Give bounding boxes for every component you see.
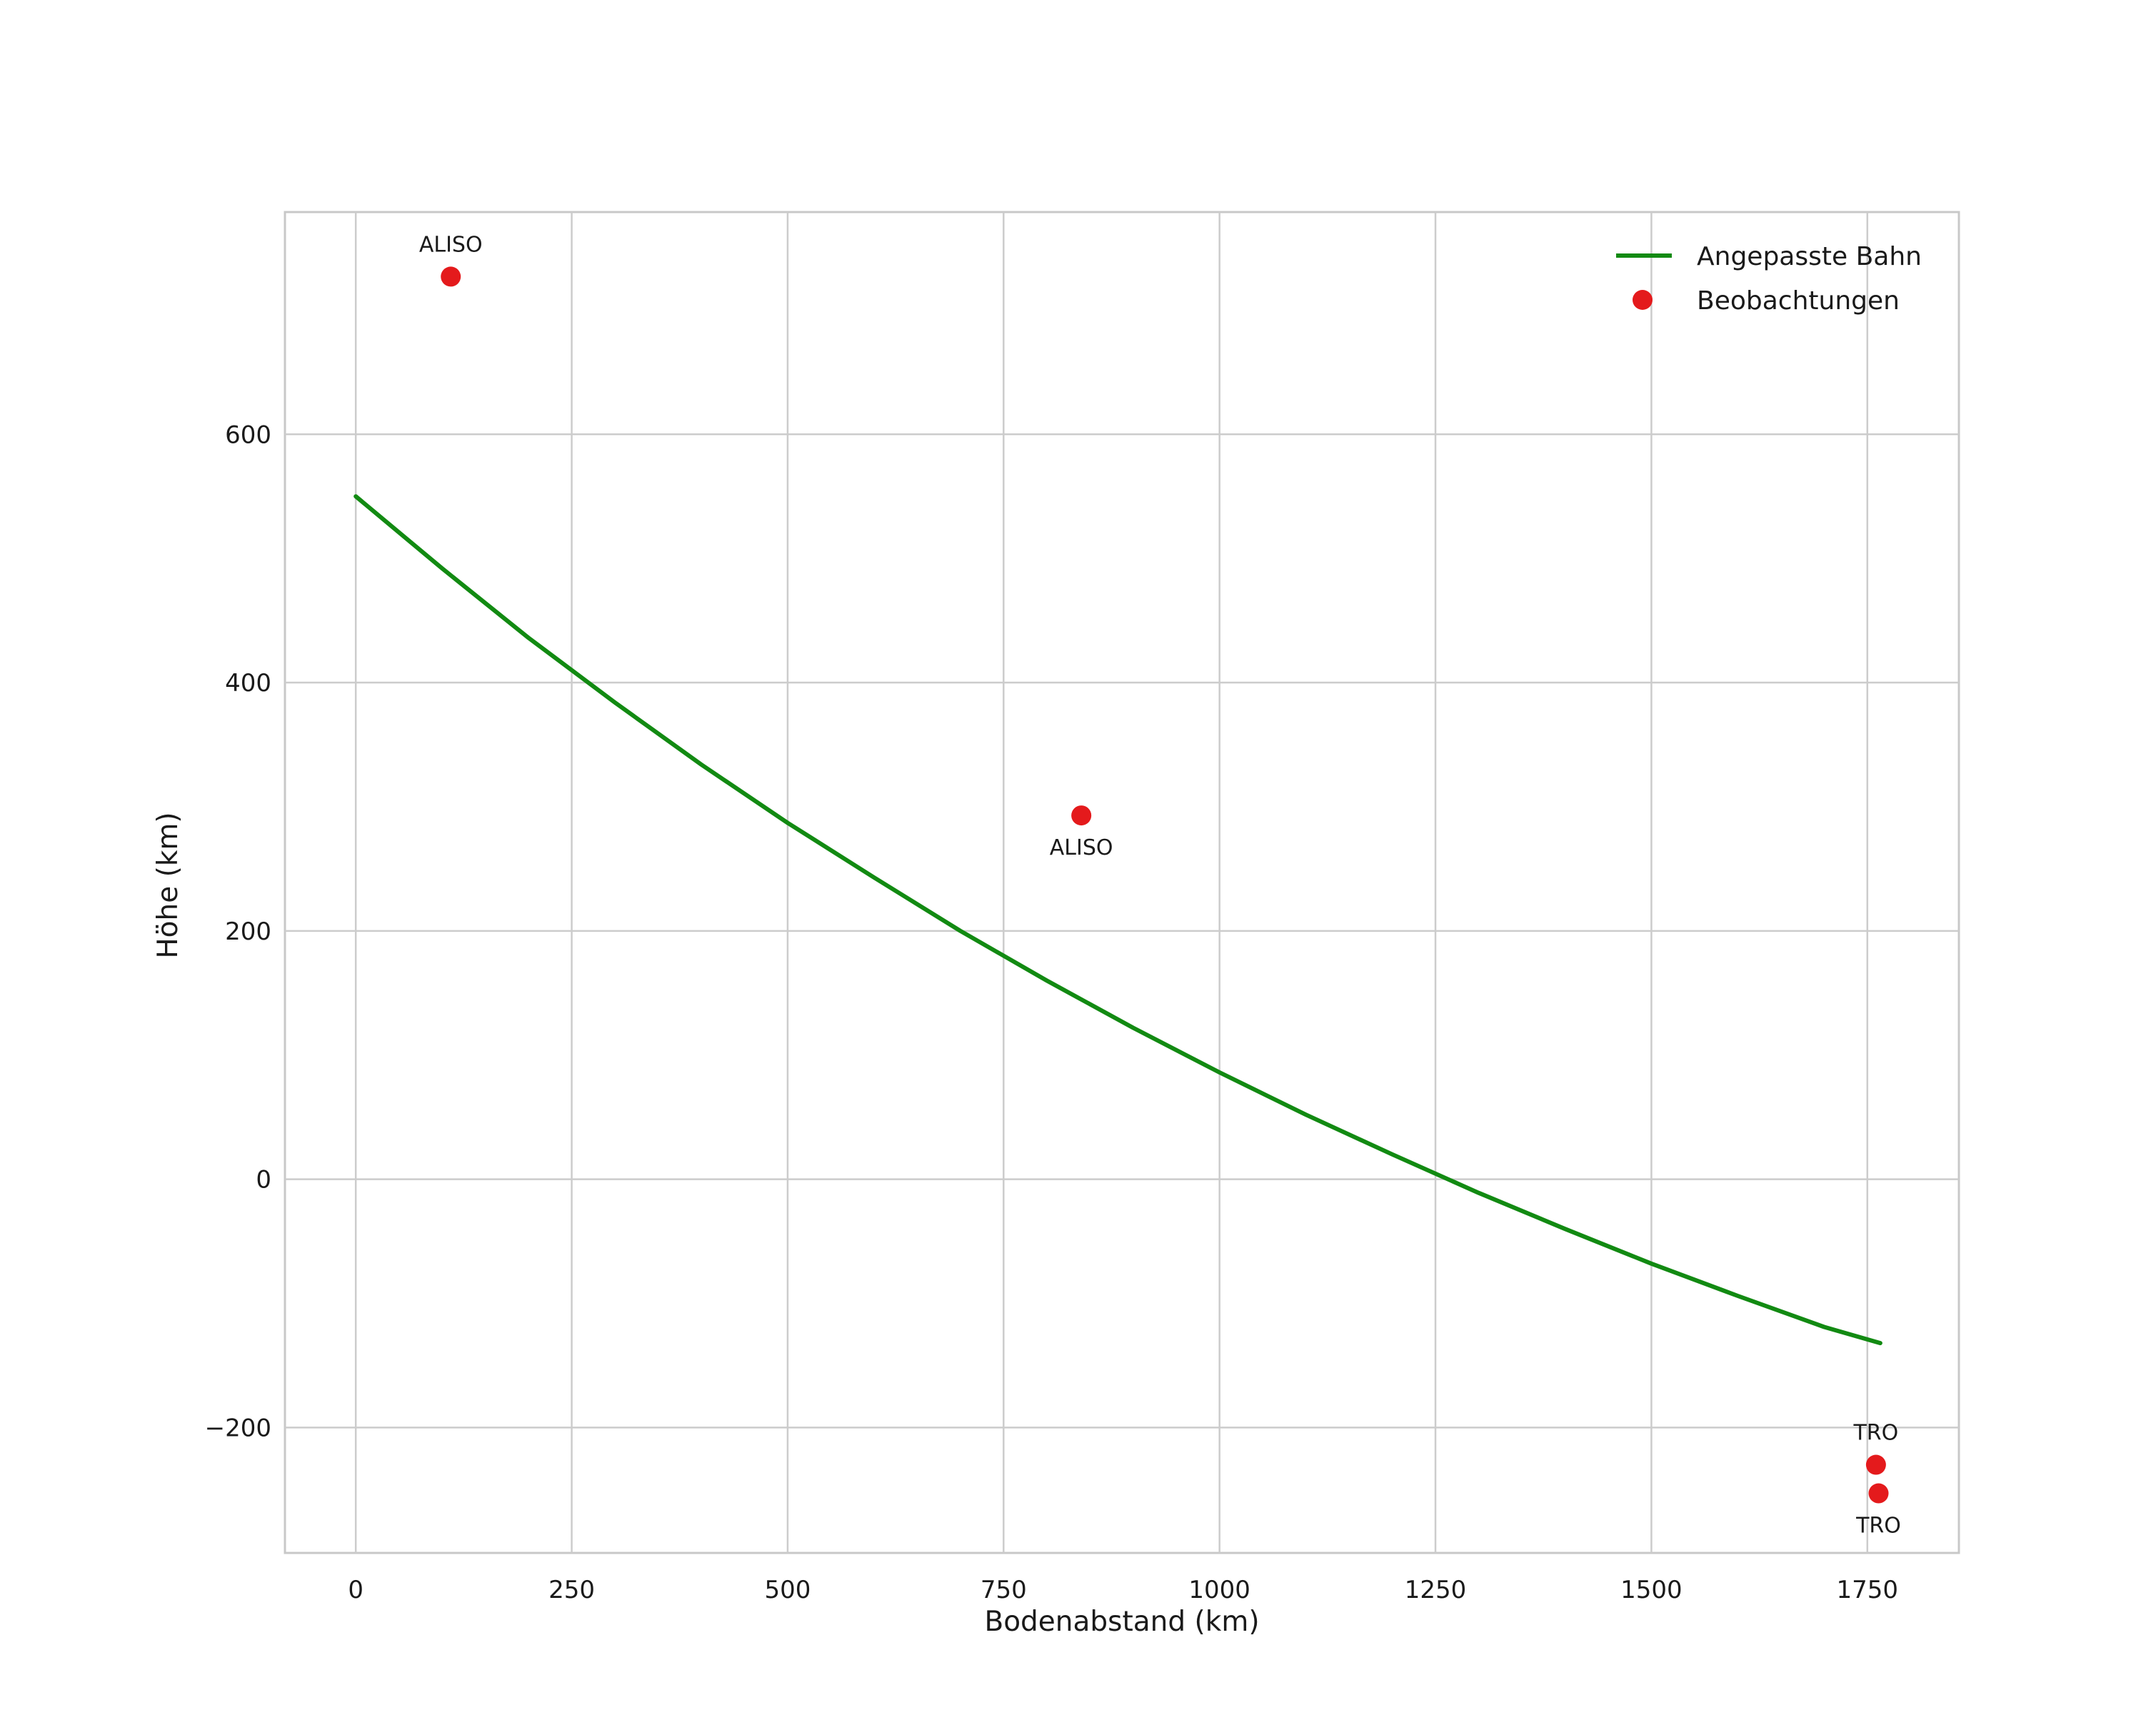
observation-marker xyxy=(1865,1454,1886,1475)
legend: Angepasste Bahn Beobachtungen xyxy=(1616,242,1922,316)
observation-points: ALISO ALISO TRO TRO xyxy=(419,232,1901,1538)
x-tick-label: 1500 xyxy=(1620,1576,1683,1604)
x-tick-label: 1000 xyxy=(1188,1576,1250,1604)
x-tick-label: 750 xyxy=(981,1576,1027,1604)
y-tick-label: −200 xyxy=(205,1414,271,1442)
legend-marker-sample xyxy=(1633,290,1653,310)
y-tick-label: 400 xyxy=(225,669,271,698)
observation-label: ALISO xyxy=(419,232,483,257)
observation-marker xyxy=(441,266,461,287)
fitted-orbit-line xyxy=(354,494,1882,1346)
x-axis-label: Bodenabstand (km) xyxy=(984,1606,1259,1638)
observation-marker xyxy=(1868,1483,1889,1504)
gridlines xyxy=(285,212,1959,1553)
plot-area xyxy=(284,211,1960,1554)
y-tick-label: 600 xyxy=(225,421,271,449)
observation-label: TRO xyxy=(1852,1421,1898,1446)
observation-label: TRO xyxy=(1855,1514,1901,1539)
x-tick-label: 500 xyxy=(764,1576,811,1604)
x-tick-label: 1750 xyxy=(1837,1576,1899,1604)
legend-label-fitted-orbit: Angepasste Bahn xyxy=(1697,242,1922,271)
y-tick-label: 200 xyxy=(225,917,271,946)
legend-label-observations: Beobachtungen xyxy=(1697,286,1900,316)
observation-label: ALISO xyxy=(1050,835,1113,860)
y-tick-label: 0 xyxy=(256,1166,271,1195)
x-tick-label: 1250 xyxy=(1405,1576,1467,1604)
observation-marker xyxy=(1071,805,1092,826)
tick-labels: 0 250 500 750 1000 1250 1500 1750 −200 0 200 400 600 xyxy=(205,421,1898,1604)
x-tick-label: 0 xyxy=(348,1576,363,1604)
y-axis-label: Höhe (km) xyxy=(152,812,184,958)
fitted-orbit-path xyxy=(354,494,1882,1346)
x-tick-label: 250 xyxy=(548,1576,595,1604)
